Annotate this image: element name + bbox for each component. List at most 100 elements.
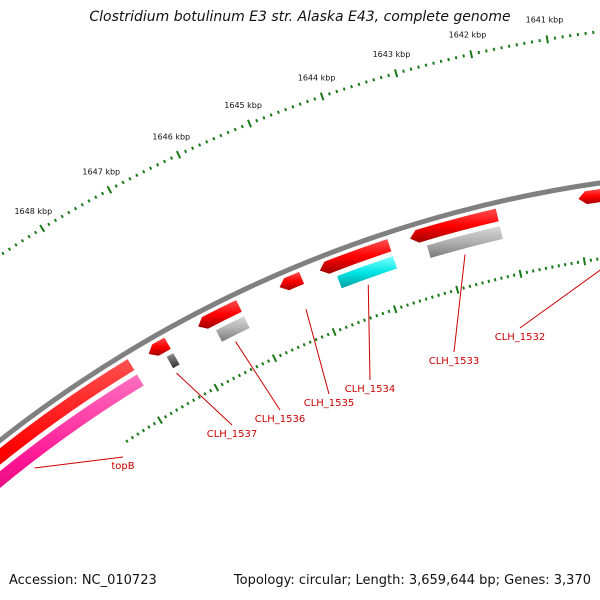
ruler-minor-tick	[191, 398, 196, 403]
topology-summary: Topology: circular; Length: 3,659,644 bp…	[233, 573, 591, 588]
ruler-minor-tick	[20, 238, 25, 243]
ruler-minor-tick	[379, 75, 383, 80]
ruler-minor-tick	[462, 286, 465, 290]
gene-label: topB	[111, 461, 134, 472]
ruler-minor-tick	[80, 202, 84, 207]
ruler-minor-tick	[141, 428, 146, 433]
ruler-minor-tick	[468, 284, 472, 289]
ruler-label: 1641 kbp	[526, 16, 564, 25]
ruler-minor-tick	[530, 40, 534, 44]
ruler-minor-tick	[203, 392, 207, 396]
gene-arrow	[148, 337, 171, 356]
ruler-label: 1643 kbp	[373, 50, 411, 59]
ruler-minor-tick	[243, 370, 247, 375]
gene-arrow	[0, 359, 135, 465]
ruler-minor-tick	[232, 376, 236, 381]
ruler-minor-tick	[500, 276, 503, 280]
ruler-minor-tick	[356, 320, 360, 325]
ruler-minor-tick	[191, 146, 195, 150]
ruler-minor-tick	[417, 65, 420, 69]
ruler-minor-tick	[406, 303, 409, 307]
ruler-minor-tick	[73, 206, 78, 211]
ruler-minor-tick	[278, 353, 282, 358]
ruler-minor-tick	[180, 404, 184, 409]
ruler-minor-tick	[125, 439, 129, 443]
ruler-minor-tick	[1, 251, 5, 256]
ruler-major-tick	[247, 119, 252, 128]
ruler-minor-tick	[506, 274, 510, 279]
ruler-minor-tick	[237, 373, 242, 378]
ruler-minor-tick	[262, 116, 266, 120]
ruler-minor-tick	[7, 247, 12, 251]
ruler-minor-tick	[430, 295, 434, 299]
leader-line	[453, 254, 466, 353]
ruler-minor-tick	[474, 282, 478, 287]
gene-arrow	[578, 188, 600, 205]
ruler-minor-tick	[381, 311, 385, 316]
ruler-minor-tick	[538, 267, 541, 272]
ruler-major-tick	[213, 383, 220, 392]
ruler-minor-tick	[53, 218, 58, 223]
ruler-minor-tick	[492, 47, 496, 51]
ruler-major-tick	[518, 269, 523, 278]
ruler-major-tick	[331, 327, 337, 337]
ruler-minor-tick	[399, 305, 403, 309]
ruler-minor-tick	[350, 84, 353, 89]
cds-block	[0, 374, 144, 489]
ruler-minor-tick	[163, 414, 168, 419]
ruler-minor-tick	[512, 273, 516, 277]
ruler-major-tick	[106, 185, 113, 194]
ruler-minor-tick	[313, 97, 317, 101]
ruler-minor-tick	[424, 297, 428, 301]
ruler-minor-tick	[226, 130, 230, 135]
ruler-minor-tick	[226, 379, 230, 384]
ruler-label: 1644 kbp	[298, 73, 336, 82]
ruler-minor-tick	[328, 92, 331, 96]
gene-label: CLH_1534	[345, 384, 396, 395]
cds-block	[337, 256, 398, 289]
ruler-major-tick	[469, 50, 474, 59]
ruler-minor-tick	[212, 136, 216, 141]
ruler-minor-tick	[184, 149, 188, 154]
ruler-minor-tick	[47, 222, 51, 227]
ruler-minor-tick	[136, 432, 140, 436]
ruler-minor-tick	[209, 388, 213, 393]
ruler-minor-tick	[276, 110, 280, 115]
ruler-minor-tick	[485, 49, 488, 53]
ruler-major-tick	[319, 92, 325, 101]
ruler-minor-tick	[326, 332, 330, 337]
ruler-minor-tick	[186, 401, 190, 406]
ruler-minor-tick	[67, 210, 71, 215]
ruler-minor-tick	[372, 78, 376, 82]
ruler-minor-tick	[219, 133, 223, 138]
gene-label: CLH_1532	[495, 332, 546, 343]
ruler-minor-tick	[249, 367, 253, 372]
ruler-minor-tick	[33, 230, 38, 235]
ruler-outer-ticks	[1, 30, 600, 256]
ruler-minor-tick	[198, 143, 202, 147]
leader-line	[235, 341, 281, 411]
ruler-minor-tick	[142, 169, 146, 174]
ruler-minor-tick	[387, 309, 391, 314]
ruler-major-tick	[455, 285, 460, 294]
ruler-major-tick	[39, 224, 46, 233]
ruler-minor-tick	[162, 159, 167, 164]
ruler-major-tick	[392, 305, 398, 314]
ruler-minor-tick	[342, 87, 346, 91]
ruler-minor-tick	[363, 318, 366, 322]
leader-line	[305, 308, 330, 395]
gene-label: CLH_1536	[255, 414, 306, 425]
ruler-minor-tick	[424, 63, 428, 67]
ruler-major-tick	[271, 354, 278, 363]
ruler-label: 1642 kbp	[449, 31, 487, 40]
ruler-minor-tick	[432, 61, 435, 65]
ruler-minor-tick	[147, 425, 151, 429]
gene-arrow	[198, 300, 242, 329]
ruler-major-tick	[157, 416, 163, 425]
ruler-labels: 1641 kbp 1642 kbp 1643 kbp 1644 kbp 1645 kbp…	[14, 16, 563, 216]
ruler-minor-tick	[364, 80, 368, 84]
ruler-minor-tick	[557, 264, 561, 268]
ruler-minor-tick	[169, 156, 174, 160]
ruler-minor-tick	[114, 184, 118, 188]
